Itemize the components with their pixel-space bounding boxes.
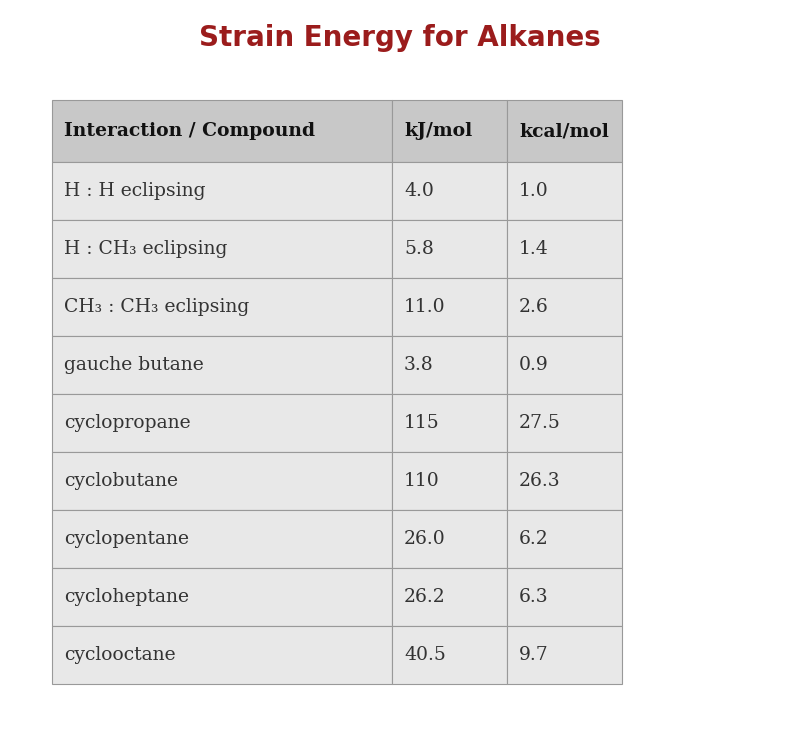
Text: 9.7: 9.7 xyxy=(519,646,549,664)
Text: 26.3: 26.3 xyxy=(519,472,561,490)
Text: 110: 110 xyxy=(404,472,439,490)
Text: cyclobutane: cyclobutane xyxy=(64,472,178,490)
Text: 5.8: 5.8 xyxy=(404,240,434,258)
Text: 27.5: 27.5 xyxy=(519,414,561,432)
Text: Strain Energy for Alkanes: Strain Energy for Alkanes xyxy=(199,24,600,52)
Text: 1.0: 1.0 xyxy=(519,182,549,200)
Text: kJ/mol: kJ/mol xyxy=(404,122,472,140)
Text: 6.2: 6.2 xyxy=(519,530,549,548)
Text: 6.3: 6.3 xyxy=(519,588,549,606)
Text: 3.8: 3.8 xyxy=(404,356,434,374)
Text: H : H eclipsing: H : H eclipsing xyxy=(64,182,205,200)
Text: 2.6: 2.6 xyxy=(519,298,549,316)
Text: 0.9: 0.9 xyxy=(519,356,549,374)
Text: 4.0: 4.0 xyxy=(404,182,434,200)
Text: 1.4: 1.4 xyxy=(519,240,549,258)
Text: cyclopropane: cyclopropane xyxy=(64,414,191,432)
Text: 11.0: 11.0 xyxy=(404,298,446,316)
Text: 115: 115 xyxy=(404,414,439,432)
Text: cycloheptane: cycloheptane xyxy=(64,588,189,606)
Text: kcal/mol: kcal/mol xyxy=(519,122,609,140)
Text: cyclooctane: cyclooctane xyxy=(64,646,176,664)
Text: 40.5: 40.5 xyxy=(404,646,446,664)
Text: 26.0: 26.0 xyxy=(404,530,446,548)
Text: 26.2: 26.2 xyxy=(404,588,446,606)
Text: CH₃ : CH₃ eclipsing: CH₃ : CH₃ eclipsing xyxy=(64,298,249,316)
Text: H : CH₃ eclipsing: H : CH₃ eclipsing xyxy=(64,240,228,258)
Text: cyclopentane: cyclopentane xyxy=(64,530,189,548)
Text: gauche butane: gauche butane xyxy=(64,356,204,374)
Text: Interaction / Compound: Interaction / Compound xyxy=(64,122,315,140)
